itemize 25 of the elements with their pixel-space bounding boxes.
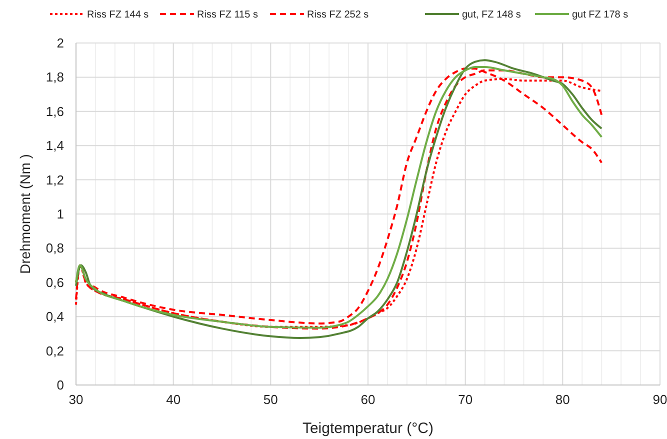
x-tick-label: 40: [166, 392, 181, 407]
legend-label: Riss FZ 144 s: [87, 10, 149, 20]
y-tick-label: 1,4: [46, 138, 64, 154]
x-tick-label: 30: [68, 392, 84, 407]
x-tick-label: 90: [652, 392, 667, 407]
y-tick-label: 1,8: [46, 70, 64, 85]
y-tick-label: 0,6: [46, 274, 64, 290]
legend-label: gut FZ 178 s: [572, 10, 628, 20]
y-tick-label: 0: [56, 378, 64, 392]
legend-label: Riss FZ 252 s: [307, 10, 369, 20]
legend-label: Riss FZ 115 s: [197, 10, 258, 20]
y-axis-title: Drehmoment (Nm ): [17, 154, 33, 274]
x-tick-label: 70: [458, 392, 473, 407]
x-tick-label: 80: [555, 392, 570, 407]
legend-label: gut, FZ 148 s: [462, 10, 521, 20]
x-tick-label: 60: [360, 392, 376, 407]
y-tick-label: 1,6: [46, 104, 64, 119]
y-tick-label: 1: [56, 206, 64, 222]
x-tick-label: 50: [263, 392, 278, 407]
y-tick-label: 2: [56, 36, 64, 50]
y-tick-label: 0,8: [46, 240, 64, 256]
y-tick-label: 0,2: [46, 343, 64, 358]
x-axis-title: Teigtemperatur (°C): [302, 420, 434, 437]
y-tick-label: 1,2: [46, 172, 64, 188]
y-tick-label: 0,4: [46, 309, 64, 324]
